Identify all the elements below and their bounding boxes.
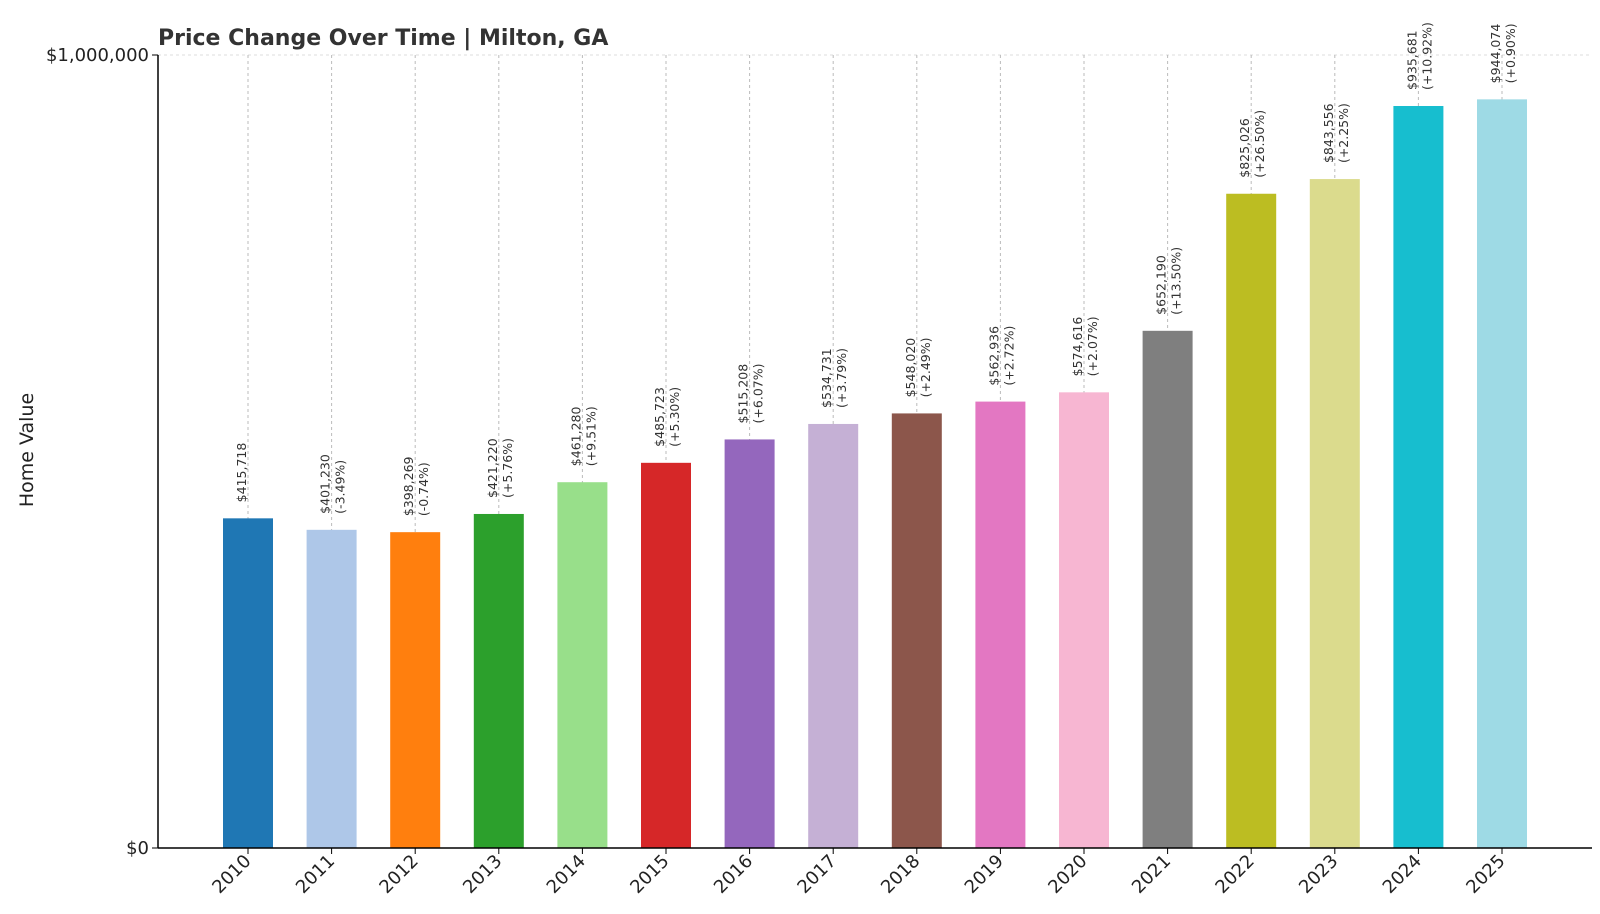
x-tick-label-2013: 2013 <box>459 851 506 898</box>
bar-2023 <box>1309 179 1360 849</box>
bar-value-label-2016: $515,208 <box>736 364 751 424</box>
y-tick-label-1: $1,000,000 <box>46 45 149 66</box>
x-tick-label-2018: 2018 <box>877 851 924 898</box>
x-tick-label-2011: 2011 <box>292 851 339 898</box>
bar-2012 <box>390 532 441 848</box>
bar-2025 <box>1477 99 1527 849</box>
x-tick-label-2023: 2023 <box>1295 851 1342 898</box>
bar-change-label-2013: (+5.76%) <box>500 438 515 498</box>
bar-change-label-2011: (-3.49%) <box>333 460 348 514</box>
bar-2013 <box>473 513 524 848</box>
x-tick-label-2015: 2015 <box>626 851 673 898</box>
bar-value-label-2021: $652,190 <box>1154 255 1169 315</box>
x-tick-label-2021: 2021 <box>1128 851 1175 898</box>
x-tick-label-2017: 2017 <box>793 851 840 898</box>
x-tick-label-2019: 2019 <box>961 851 1008 898</box>
bar-change-label-2016: (+6.07%) <box>751 364 766 424</box>
x-tick-label-2012: 2012 <box>375 851 422 898</box>
bar-change-label-2018: (+2.49%) <box>918 337 933 397</box>
bar-value-label-2010: $415,718 <box>234 443 249 503</box>
y-ticks: $0 $1,000,000 <box>46 45 158 859</box>
bar-value-label-2017: $534,731 <box>819 348 834 408</box>
bar-value-label-2018: $548,020 <box>903 338 918 398</box>
bar-2020 <box>1059 392 1109 848</box>
bars <box>223 99 1527 849</box>
bar-value-label-2019: $562,936 <box>986 326 1001 386</box>
bar-2015 <box>641 462 691 848</box>
x-tick-label-2025: 2025 <box>1462 851 1509 898</box>
bar-change-label-2022: (+26.50%) <box>1252 110 1267 178</box>
bar-change-label-2012: (-0.74%) <box>416 462 431 516</box>
bar-change-label-2021: (+13.50%) <box>1169 247 1184 315</box>
bar-2011 <box>306 529 357 848</box>
x-tick-label-2024: 2024 <box>1379 851 1426 898</box>
grid-lines <box>158 54 1592 848</box>
x-ticks: 2010 2011 2012 2013 2014 2015 2016 2017 2018 2019… <box>208 848 1510 898</box>
bar-value-label-2025: $944,074 <box>1488 24 1503 84</box>
x-tick-label-2010: 2010 <box>208 851 255 898</box>
bar-change-label-2025: (+0.90%) <box>1503 23 1518 83</box>
bar-value-label-2014: $461,280 <box>568 407 583 467</box>
bar-value-label-2013: $421,220 <box>485 438 500 498</box>
chart-title: Price Change Over Time | Milton, GA <box>158 26 608 51</box>
bar-2019 <box>975 401 1026 848</box>
bar-value-labels: $415,718 $401,230 (-3.49%) $398,269 (-0.74%)… <box>234 22 1518 516</box>
bar-2016 <box>724 439 775 848</box>
bar-change-label-2020: (+2.07%) <box>1085 316 1100 376</box>
bar-change-label-2019: (+2.72%) <box>1001 326 1016 386</box>
bar-value-label-2012: $398,269 <box>401 456 416 516</box>
y-axis-label: Home Value <box>16 393 38 507</box>
x-tick-label-2014: 2014 <box>543 851 590 898</box>
bar-2018 <box>891 413 942 848</box>
bar-change-label-2017: (+3.79%) <box>834 348 849 408</box>
bar-value-label-2022: $825,026 <box>1237 118 1252 178</box>
bar-change-label-2015: (+5.30%) <box>667 387 682 447</box>
bar-2017 <box>808 423 859 848</box>
bar-change-label-2024: (+10.92%) <box>1419 22 1434 90</box>
x-tick-label-2020: 2020 <box>1044 851 1091 898</box>
x-tick-label-2022: 2022 <box>1211 851 1258 898</box>
bar-change-label-2014: (+9.51%) <box>583 406 598 466</box>
bar-change-label-2023: (+2.25%) <box>1336 103 1351 163</box>
bar-2010 <box>223 518 273 848</box>
y-tick-label-0: $0 <box>126 838 149 859</box>
bar-value-label-2024: $935,681 <box>1404 30 1419 90</box>
bar-2014 <box>557 482 608 848</box>
bar-2022 <box>1226 193 1277 848</box>
bar-value-label-2020: $574,616 <box>1070 317 1085 377</box>
bar-value-label-2023: $843,556 <box>1321 103 1336 163</box>
bar-2021 <box>1142 330 1193 848</box>
x-tick-label-2016: 2016 <box>710 851 757 898</box>
bar-2024 <box>1393 106 1444 849</box>
bar-value-label-2015: $485,723 <box>652 387 667 447</box>
bar-value-label-2011: $401,230 <box>318 454 333 514</box>
